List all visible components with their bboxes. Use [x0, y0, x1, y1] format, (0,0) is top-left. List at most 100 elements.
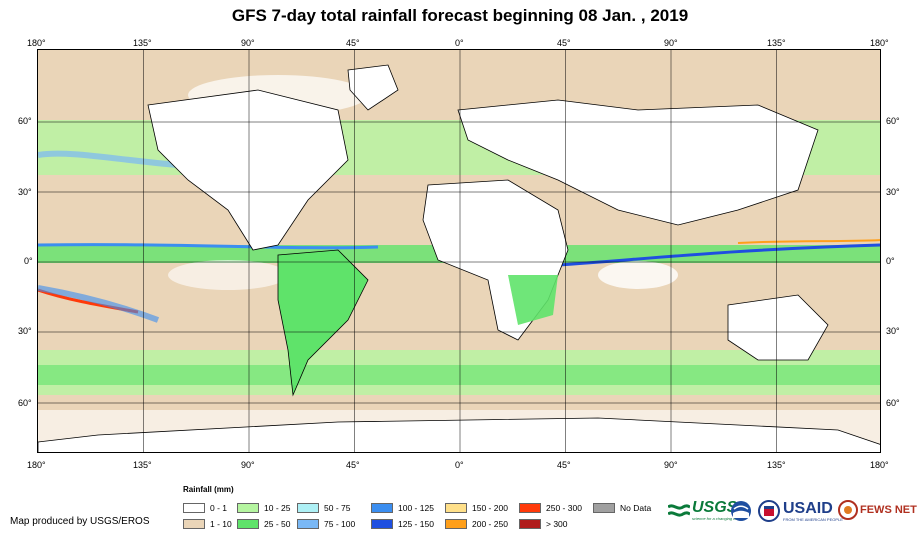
lon-label-bottom: 180°	[27, 460, 46, 470]
legend-item: 125 - 150	[371, 519, 434, 529]
usgs-tagline: science for a changing world	[692, 516, 743, 521]
lon-label-top: 135°	[767, 38, 786, 48]
rainfall-map	[37, 49, 881, 453]
lon-label-top: 90°	[241, 38, 255, 48]
dry-zone	[598, 261, 678, 289]
lon-label-bottom: 45°	[557, 460, 571, 470]
legend-item: 50 - 75	[297, 503, 350, 513]
rain-band-south-core	[38, 365, 880, 385]
legend-label: 200 - 250	[472, 519, 508, 529]
lon-label-top: 180°	[27, 38, 46, 48]
legend-item: 250 - 300	[519, 503, 582, 513]
australia	[727, 294, 829, 361]
legend-swatch	[183, 519, 205, 529]
legend-item: 25 - 50	[237, 519, 290, 529]
lat-label-left: 30°	[18, 187, 32, 197]
usaid-logo: USAID FROM THE AMERICAN PEOPLE	[758, 500, 843, 522]
legend-swatch	[519, 503, 541, 513]
lon-label-bottom: 180°	[870, 460, 889, 470]
eurasia	[457, 99, 819, 226]
lon-label-bottom: 45°	[346, 460, 360, 470]
legend-item: 1 - 10	[183, 519, 232, 529]
lat-label-left: 60°	[18, 398, 32, 408]
legend-label: 250 - 300	[546, 503, 582, 513]
south-america	[277, 249, 369, 397]
legend-label: 1 - 10	[210, 519, 232, 529]
legend-item: No Data	[593, 503, 651, 513]
legend-item: 0 - 1	[183, 503, 227, 513]
lat-label-left: 0°	[24, 256, 33, 266]
lat-label-right: 30°	[886, 326, 900, 336]
legend-label: 75 - 100	[324, 519, 356, 529]
lat-label-right: 60°	[886, 116, 900, 126]
lon-label-bottom: 0°	[455, 460, 464, 470]
heavy-rain-streak	[38, 150, 179, 168]
lon-label-top: 90°	[664, 38, 678, 48]
usaid-seal-icon	[758, 500, 780, 522]
lon-label-top: 45°	[346, 38, 360, 48]
legend-swatch	[237, 503, 259, 513]
lat-label-right: 30°	[886, 187, 900, 197]
north-america	[147, 89, 349, 251]
map-title: GFS 7-day total rainfall forecast beginn…	[231, 6, 689, 25]
noaa-logo	[730, 500, 752, 522]
credit-text: Map produced by USGS/EROS	[10, 516, 150, 527]
fewsnet-logo: FEWS NET	[838, 500, 917, 520]
greenland	[347, 64, 399, 111]
lon-label-top: 180°	[870, 38, 889, 48]
legend-swatch	[371, 519, 393, 529]
legend-label: 10 - 25	[264, 503, 291, 513]
legend-swatch	[445, 503, 467, 513]
lon-label-bottom: 135°	[767, 460, 786, 470]
lat-label-left: 60°	[18, 116, 32, 126]
graticule	[38, 50, 880, 452]
legend-swatch	[237, 519, 259, 529]
lon-label-top: 135°	[133, 38, 152, 48]
legend-label: No Data	[620, 503, 652, 513]
fewsnet-text: FEWS NET	[860, 504, 917, 516]
dry-zone	[168, 260, 288, 290]
legend-label: 125 - 150	[398, 519, 434, 529]
legend-title: Rainfall (mm)	[183, 485, 234, 494]
lon-label-top: 0°	[455, 38, 464, 48]
lat-label-right: 0°	[886, 256, 895, 266]
legend-item: 150 - 200	[445, 503, 508, 513]
antarctica	[38, 417, 880, 452]
usgs-text: USGS	[692, 499, 738, 516]
legend-label: 150 - 200	[472, 503, 508, 513]
legend-label: 50 - 75	[324, 503, 351, 513]
legend-item: 100 - 125	[371, 503, 434, 513]
legend-swatch	[445, 519, 467, 529]
legend-item: 10 - 25	[237, 503, 290, 513]
legend-swatch	[593, 503, 615, 513]
legend-item: 200 - 250	[445, 519, 508, 529]
lon-label-bottom: 90°	[241, 460, 255, 470]
legend-swatch	[371, 503, 393, 513]
legend-swatch	[297, 503, 319, 513]
legend-swatch	[297, 519, 319, 529]
legend-label: > 300	[546, 519, 568, 529]
noaa-icon	[731, 501, 751, 521]
legend-swatch	[183, 503, 205, 513]
lat-label-right: 60°	[886, 398, 900, 408]
usaid-tagline: FROM THE AMERICAN PEOPLE	[783, 516, 843, 522]
heavy-rain-streak	[38, 243, 379, 250]
rainfall-map-canvas	[38, 50, 880, 452]
legend-item: 75 - 100	[297, 519, 355, 529]
lon-label-bottom: 90°	[664, 460, 678, 470]
heavy-rain-streak	[557, 243, 880, 267]
legend-item: > 300	[519, 519, 568, 529]
legend-label: 100 - 125	[398, 503, 434, 513]
heavy-rain-streak	[737, 239, 880, 244]
legend-label: 0 - 1	[210, 503, 228, 513]
lon-label-top: 45°	[557, 38, 571, 48]
legend-swatch	[519, 519, 541, 529]
usgs-wave-icon	[668, 503, 690, 517]
heavy-rain-streak	[38, 285, 160, 323]
legend-label: 25 - 50	[264, 519, 291, 529]
fewsnet-icon	[838, 500, 858, 520]
usaid-text: USAID	[783, 499, 833, 517]
lat-label-left: 30°	[18, 326, 32, 336]
usgs-logo: USGS science for a changing world	[668, 500, 743, 521]
africa-rain	[508, 275, 558, 325]
